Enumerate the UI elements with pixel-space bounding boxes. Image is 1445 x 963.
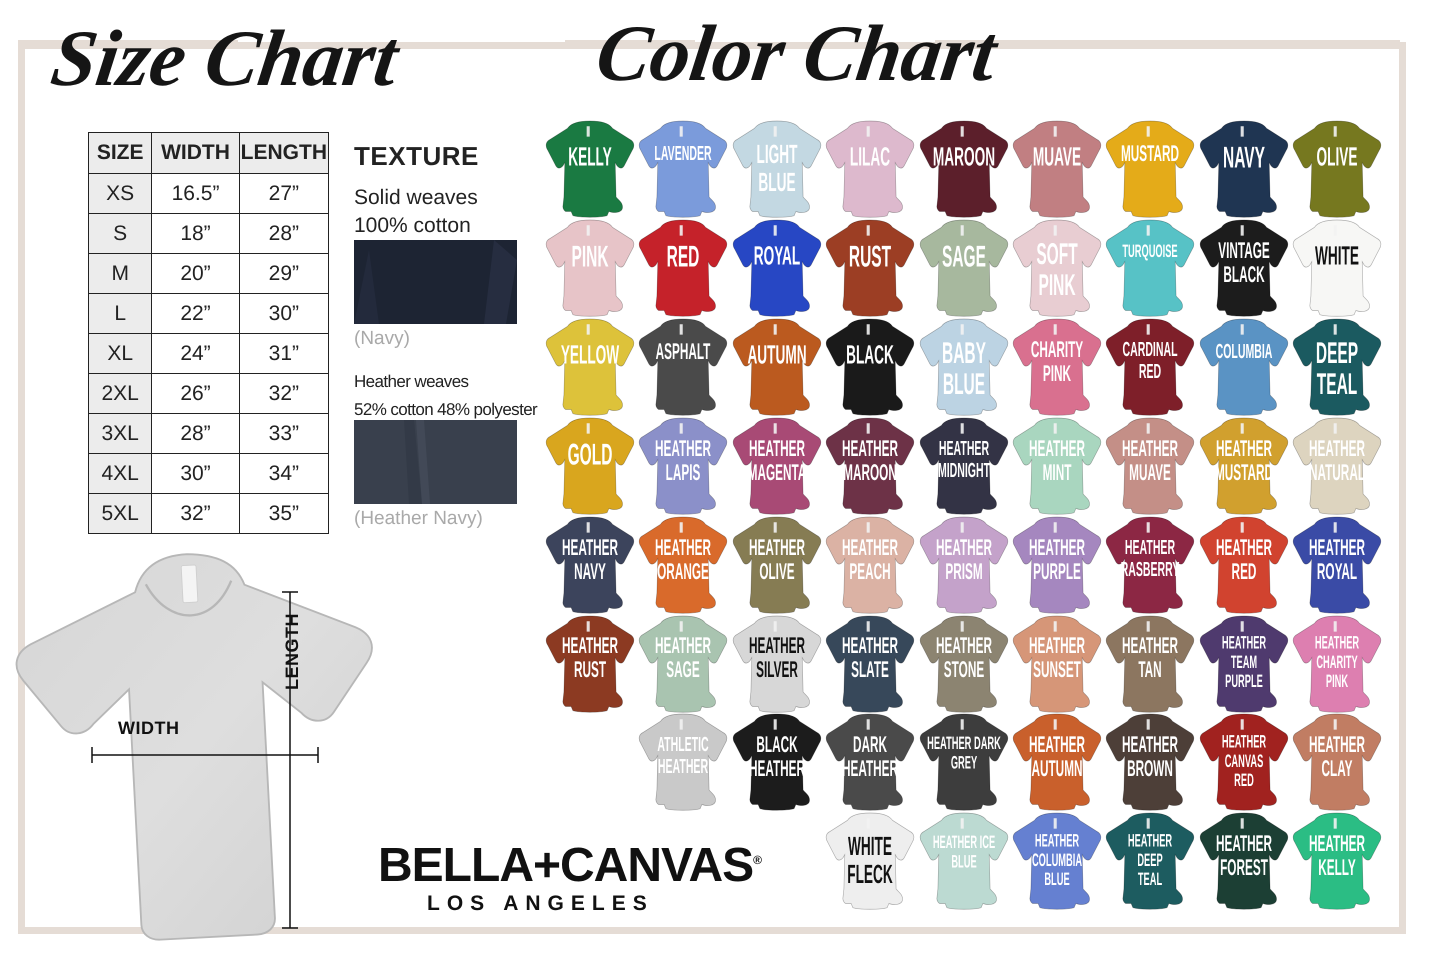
svg-text:Size Chart: Size Chart (46, 15, 406, 103)
svg-text:Color Chart: Color Chart (591, 10, 1004, 98)
